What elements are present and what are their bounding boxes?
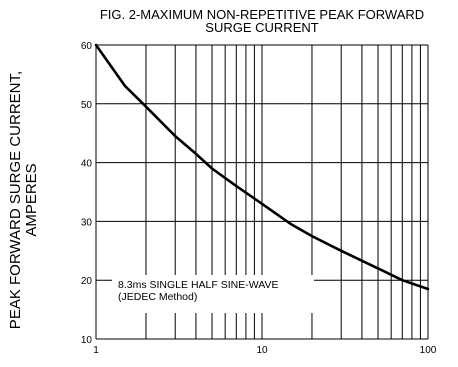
annotation-background <box>112 275 314 313</box>
y-tick-label: 50 <box>81 100 93 111</box>
chart-title: FIG. 2-MAXIMUM NON-REPETITIVE PEAK FORWA… <box>100 7 424 35</box>
y-tick-label: 40 <box>81 159 93 170</box>
y-tick-label: 10 <box>81 335 93 346</box>
x-tick-label: 10 <box>256 345 268 356</box>
y-tick-label: 60 <box>81 41 93 52</box>
series-line <box>94 43 430 291</box>
annotation-text: (JEDEC Method) <box>118 291 197 303</box>
x-tick-label: 100 <box>420 345 437 356</box>
x-tick-label: 1 <box>93 345 99 356</box>
annotation-box: 8.3ms SINGLE HALF SINE-WAVE(JEDEC Method… <box>112 275 314 313</box>
series-layer <box>94 43 430 291</box>
annotation-text: 8.3ms SINGLE HALF SINE-WAVE <box>118 279 278 291</box>
y-tick-label: 20 <box>81 276 93 287</box>
y-tick-label: 30 <box>81 217 93 228</box>
chart-title-line: FIG. 2-MAXIMUM NON-REPETITIVE PEAK FORWA… <box>100 7 424 22</box>
y-axis-title: PEAK FORWARD SURGE CURRENT, AMPERES <box>7 71 40 329</box>
chart-title-line: SURGE CURRENT <box>205 20 318 35</box>
grid <box>95 44 429 340</box>
y-axis-title-line: AMPERES <box>23 163 40 236</box>
y-axis-title-line: PEAK FORWARD SURGE CURRENT, <box>7 71 24 329</box>
